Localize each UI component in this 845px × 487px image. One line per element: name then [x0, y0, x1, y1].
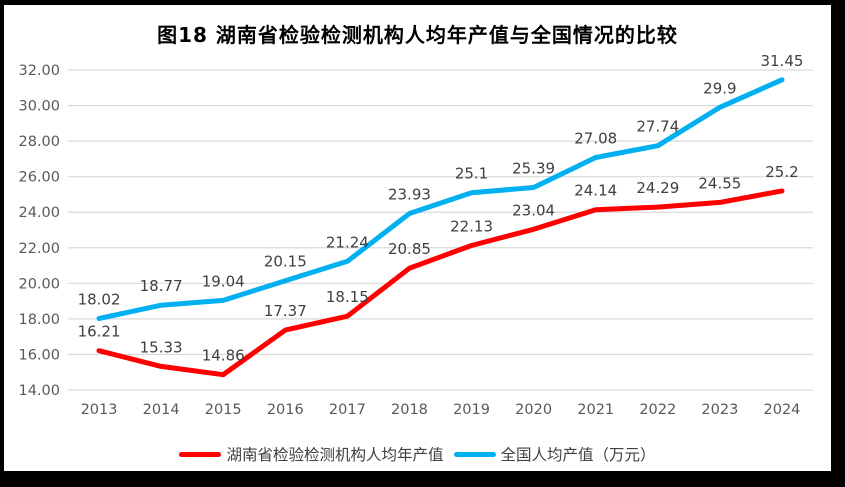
legend-item-hunan: 湖南省检验检测机构人均年产值	[179, 443, 444, 465]
y-tick-label: 28.00	[18, 134, 60, 150]
line-chart-plot: 14.00 16.00 18.00 20.00 22.00 24.00 26.00 28.00…	[18, 52, 813, 418]
series-line-hunan	[96, 188, 785, 378]
y-tick-label: 20.00	[18, 276, 60, 292]
x-tick-label: 2015	[205, 402, 242, 418]
y-tick-label: 30.00	[18, 99, 60, 115]
legend-label-hunan: 湖南省检验检测机构人均年产值	[226, 446, 444, 464]
x-tick-label: 2017	[329, 402, 366, 418]
data-label: 27.08	[574, 129, 617, 147]
y-tick-label: 14.00	[18, 383, 60, 399]
data-label: 27.74	[636, 118, 679, 136]
x-tick-label: 2014	[143, 402, 180, 418]
legend-item-national: 全国人均产值（万元）	[453, 443, 656, 465]
data-label: 24.29	[636, 179, 679, 197]
data-label: 24.14	[574, 182, 617, 200]
x-tick-label: 2016	[267, 402, 304, 418]
y-tick-label: 22.00	[18, 241, 60, 257]
data-label: 31.45	[760, 52, 803, 70]
x-tick-label: 2024	[764, 402, 801, 418]
y-tick-label: 18.00	[18, 312, 60, 328]
data-label: 20.85	[388, 240, 431, 258]
data-label: 19.04	[202, 272, 245, 290]
data-label: 24.55	[698, 174, 741, 192]
data-label: 23.93	[388, 185, 431, 203]
data-label: 25.1	[455, 165, 488, 183]
data-label: 18.77	[140, 277, 183, 295]
data-label: 16.21	[78, 323, 121, 341]
x-tick-label: 2013	[81, 402, 118, 418]
x-tick-label: 2023	[701, 402, 738, 418]
data-label: 18.15	[326, 288, 369, 306]
x-tick-label: 2020	[515, 402, 552, 418]
data-label: 17.37	[264, 302, 307, 320]
series-line-national	[96, 77, 785, 321]
chart-title: 图18 湖南省检验检测机构人均年产值与全国情况的比较	[157, 23, 678, 47]
legend-swatch-national	[453, 451, 496, 457]
data-label: 29.9	[703, 79, 736, 97]
y-tick-label: 16.00	[18, 347, 60, 363]
chart-legend: 湖南省检验检测机构人均年产值 全国人均产值（万元）	[4, 443, 831, 465]
x-tick-label: 2022	[639, 402, 676, 418]
x-tick-label: 2021	[577, 402, 614, 418]
data-label: 25.2	[765, 163, 798, 181]
data-label: 20.15	[264, 253, 307, 271]
legend-label-national: 全国人均产值（万元）	[500, 446, 656, 464]
chart-canvas: 图18 湖南省检验检测机构人均年产值与全国情况的比较 14.00 16.00 18.…	[4, 5, 831, 471]
data-label: 18.02	[78, 291, 121, 309]
data-label: 15.33	[140, 338, 183, 356]
data-label: 23.04	[512, 201, 555, 219]
y-tick-label: 24.00	[18, 205, 60, 221]
y-tick-label: 26.00	[18, 170, 60, 186]
data-label: 21.24	[326, 233, 369, 251]
data-label: 25.39	[512, 160, 555, 178]
legend-swatch-hunan	[179, 451, 222, 457]
y-tick-label: 32.00	[18, 63, 60, 79]
data-label: 22.13	[450, 217, 493, 235]
x-tick-label: 2019	[453, 402, 490, 418]
data-label: 14.86	[202, 347, 245, 365]
x-tick-label: 2018	[391, 402, 428, 418]
